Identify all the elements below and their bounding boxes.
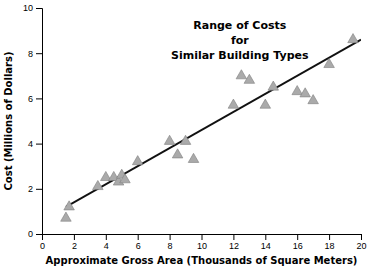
tick: 0 bbox=[40, 234, 45, 251]
tick-mark bbox=[329, 234, 330, 240]
tick-mark bbox=[202, 234, 203, 240]
tick-label: 2 bbox=[72, 241, 77, 251]
title-line: for bbox=[231, 34, 249, 47]
chart: 0 2 4 6 8 10 12 14 16 18 20 0 2 4 6 8 10 Approximate Gros… bbox=[0, 0, 375, 270]
tick: 2 bbox=[28, 184, 42, 194]
point bbox=[324, 58, 335, 67]
tick-label: 20 bbox=[356, 241, 366, 251]
tick-label: 2 bbox=[28, 184, 33, 194]
plot: 0 2 4 6 8 10 12 14 16 18 20 0 2 4 6 8 10 Approximate Gros… bbox=[3, 3, 367, 266]
tick-mark bbox=[74, 234, 75, 240]
tick: 4 bbox=[28, 139, 42, 149]
tick: 6 bbox=[28, 94, 42, 104]
point bbox=[244, 74, 255, 83]
tick-label: 12 bbox=[229, 241, 239, 251]
x-axis-title: Approximate Gross Area (Thousands of Squ… bbox=[46, 255, 358, 266]
tick-label: 8 bbox=[28, 49, 33, 59]
tick-mark bbox=[36, 189, 42, 190]
tick-label: 4 bbox=[104, 241, 109, 251]
marks bbox=[61, 34, 361, 222]
tick: 8 bbox=[168, 234, 173, 251]
point bbox=[292, 86, 303, 95]
tick-mark bbox=[36, 8, 42, 9]
tick: 10 bbox=[197, 234, 207, 251]
tick-label: 16 bbox=[293, 241, 303, 251]
title-line: Range of Costs bbox=[193, 19, 286, 32]
tick: 20 bbox=[356, 234, 366, 251]
tick: 8 bbox=[28, 49, 42, 59]
point bbox=[172, 149, 183, 158]
tick-mark bbox=[36, 53, 42, 54]
point bbox=[120, 174, 131, 183]
tick: 0 bbox=[28, 229, 42, 239]
tick-label: 18 bbox=[325, 241, 335, 251]
y-axis: 0 2 4 6 8 10 bbox=[23, 3, 43, 239]
tick: 10 bbox=[23, 3, 42, 13]
tick-mark bbox=[170, 234, 171, 240]
title-line: Similar Building Types bbox=[171, 49, 309, 62]
point bbox=[268, 81, 279, 90]
tick-mark bbox=[138, 234, 139, 240]
tick: 4 bbox=[104, 234, 109, 251]
tick-mark bbox=[361, 234, 362, 240]
y-axis-title: Cost (Millions of Dollars) bbox=[3, 51, 14, 190]
tick-mark bbox=[265, 234, 266, 240]
title: Range of Costs for Similar Building Types bbox=[171, 19, 309, 62]
tick: 2 bbox=[72, 234, 77, 251]
tick-mark bbox=[106, 234, 107, 240]
tick: 16 bbox=[293, 234, 303, 251]
tick-mark bbox=[36, 234, 42, 235]
tick-mark bbox=[36, 98, 42, 99]
point bbox=[61, 212, 72, 221]
tick-label: 8 bbox=[168, 241, 173, 251]
tick-label: 10 bbox=[23, 3, 33, 13]
axis-line bbox=[43, 235, 362, 241]
tick-mark bbox=[297, 234, 298, 240]
fit-line bbox=[66, 40, 361, 207]
tick-label: 10 bbox=[197, 241, 207, 251]
tick-label: 6 bbox=[136, 241, 141, 251]
point bbox=[308, 95, 319, 104]
tick: 14 bbox=[261, 234, 271, 251]
point bbox=[64, 201, 75, 210]
point bbox=[164, 135, 175, 144]
point bbox=[236, 70, 247, 79]
tick-label: 6 bbox=[28, 94, 33, 104]
tick-label: 14 bbox=[261, 241, 271, 251]
point bbox=[300, 88, 311, 97]
axis-line bbox=[36, 9, 43, 235]
point bbox=[228, 99, 239, 108]
tick-label: 4 bbox=[28, 139, 33, 149]
point bbox=[93, 180, 104, 189]
tick-mark bbox=[36, 144, 42, 145]
tick-mark bbox=[233, 234, 234, 240]
tick-label: 0 bbox=[40, 241, 45, 251]
x-axis: 0 2 4 6 8 10 12 14 16 18 20 bbox=[40, 234, 367, 251]
point bbox=[348, 34, 359, 43]
point bbox=[132, 156, 143, 165]
tick: 6 bbox=[136, 234, 141, 251]
tick-label: 0 bbox=[28, 229, 33, 239]
point bbox=[180, 135, 191, 144]
tick: 12 bbox=[229, 234, 239, 251]
point bbox=[260, 99, 271, 108]
tick: 18 bbox=[325, 234, 335, 251]
point bbox=[188, 153, 199, 162]
